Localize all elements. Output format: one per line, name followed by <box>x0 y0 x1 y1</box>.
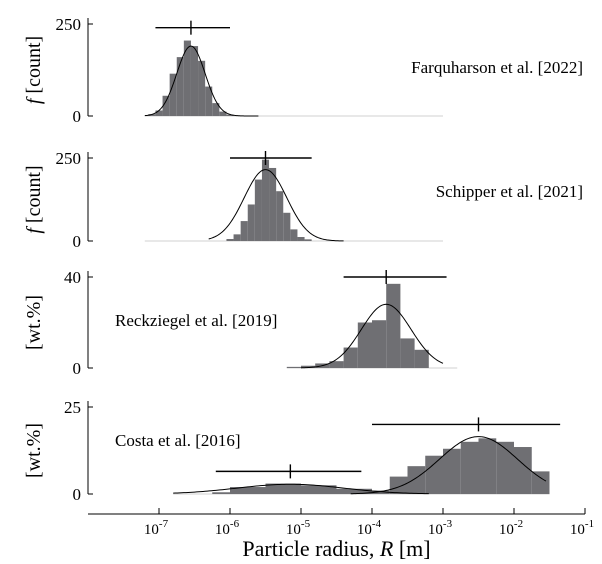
histogram-bar <box>343 347 358 368</box>
x-tick-label: 10-3 <box>428 518 453 538</box>
histogram-bar <box>290 229 298 241</box>
x-tick-label: 10-4 <box>357 518 382 538</box>
x-axis: 10-7 10-6 10-5 10-4 10-3 10-2 10-1 Particle rad… <box>88 508 594 561</box>
histogram-bar <box>301 485 337 494</box>
histogram-bar <box>336 488 372 494</box>
x-tick-label: 10-6 <box>215 518 240 538</box>
y-tick-label: 250 <box>56 15 82 34</box>
y-tick-label: 25 <box>64 398 81 417</box>
histogram-bar <box>372 320 387 368</box>
gaussian-fit <box>300 303 444 369</box>
panel-4: 0 25 [wt.%] Costa et al. [2016] <box>23 398 561 504</box>
histogram-bar <box>425 455 443 494</box>
x-tick-label: 10-1 <box>570 518 594 538</box>
histogram-bar <box>254 179 262 241</box>
histogram-bar <box>233 234 241 241</box>
histogram-bar <box>230 487 266 494</box>
histogram-bar <box>304 239 312 241</box>
histogram-bar <box>283 212 291 241</box>
histogram-bar <box>219 111 227 116</box>
histogram-bar <box>514 447 532 494</box>
histogram-bar <box>169 73 177 116</box>
x-tick-label: 10-7 <box>144 518 169 538</box>
panel-3: 0 40 [wt.%] Reckziegel et al. [2019] <box>23 268 458 378</box>
histogram-bar <box>190 46 199 116</box>
histogram-bar <box>205 86 213 116</box>
histogram-bar <box>496 441 514 494</box>
histogram-bar <box>162 95 170 116</box>
x-tick-label: 10-2 <box>499 518 523 538</box>
histogram-bar <box>198 60 206 116</box>
y-axis-label: [wt.%] <box>23 295 45 350</box>
histogram-bar <box>297 237 305 241</box>
histogram-bar <box>407 466 426 494</box>
histogram-bar <box>183 40 191 117</box>
gaussian-fit <box>144 45 259 117</box>
histogram-bar <box>301 365 316 368</box>
gaussian-fit <box>208 169 344 242</box>
histogram-bar <box>261 159 270 241</box>
histogram-bar <box>226 114 234 116</box>
histogram-bar <box>212 103 220 116</box>
y-axis-label: f [count] <box>23 165 45 233</box>
histogram-bar <box>265 483 301 494</box>
histogram-bar <box>176 57 184 116</box>
panel-2: 0 250 f [count] Schipper et al. [2021] <box>23 149 583 251</box>
y-tick-label: 0 <box>73 232 82 251</box>
y-tick-label: 0 <box>73 107 82 126</box>
y-tick-label: 40 <box>64 268 81 287</box>
histogram-bar <box>389 476 408 494</box>
histogram-bar <box>460 441 479 494</box>
gaussian-fit <box>173 483 429 495</box>
histogram-bar <box>400 338 415 368</box>
histogram-bar <box>155 110 163 116</box>
dataset-label: Costa et al. [2016] <box>115 431 241 450</box>
histogram-bar <box>414 349 429 368</box>
dataset-label: Reckziegel et al. [2019] <box>115 311 277 330</box>
histogram-bar <box>357 322 372 368</box>
histogram-bar <box>443 448 461 494</box>
y-axis-label: [wt.%] <box>23 423 45 478</box>
histogram-bar <box>372 490 390 494</box>
dataset-label: Farquharson et al. [2022] <box>411 58 583 77</box>
histogram-bar <box>148 114 156 116</box>
histogram-bar <box>212 492 230 494</box>
histogram-bar <box>531 471 550 494</box>
histogram-bar <box>276 191 284 241</box>
dataset-label: Schipper et al. [2021] <box>436 182 583 201</box>
histogram-bar <box>386 283 401 368</box>
histogram-bar <box>226 239 234 241</box>
histogram-bar <box>240 221 248 241</box>
histogram-bar <box>329 361 344 368</box>
y-tick-label: 0 <box>73 359 82 378</box>
histogram-bar <box>478 438 497 494</box>
histogram-bar <box>269 167 277 241</box>
histogram-bar <box>247 204 255 241</box>
y-tick-label: 0 <box>73 485 82 504</box>
y-tick-label: 250 <box>56 149 82 168</box>
gaussian-fit <box>350 436 547 495</box>
histogram-bar <box>286 366 301 368</box>
y-axis-label: f [count] <box>23 36 45 104</box>
panel-1: 0 250 f [count] Farquharson et al. [2022] <box>23 15 583 126</box>
x-tick-label: 10-5 <box>286 518 311 538</box>
x-axis-label: Particle radius, R [m] <box>242 536 430 561</box>
